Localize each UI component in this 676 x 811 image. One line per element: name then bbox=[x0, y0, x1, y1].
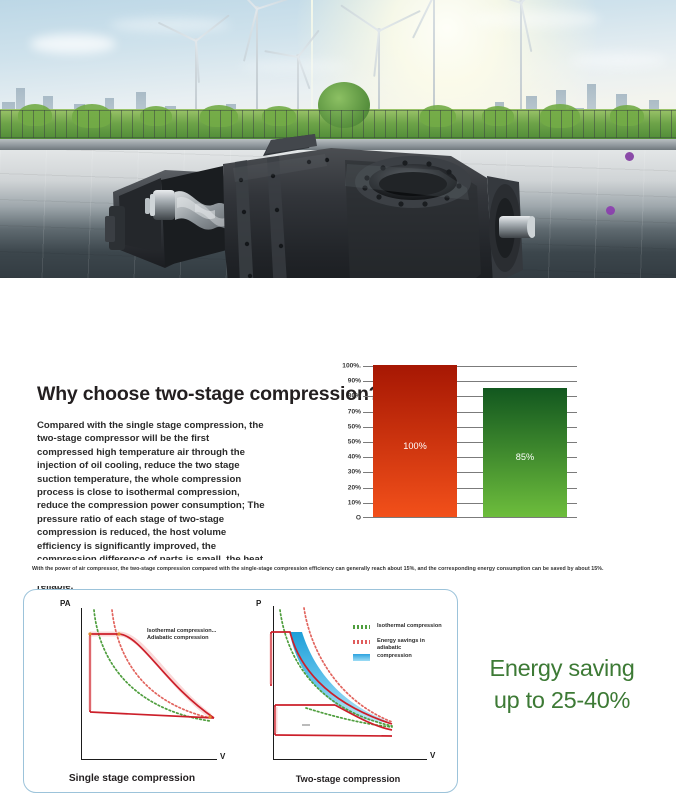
chart-y-tick-label: 10% bbox=[347, 499, 361, 507]
axis-label-pressure: P bbox=[256, 599, 262, 608]
legend-swatch-isothermal bbox=[353, 625, 370, 629]
wind-turbine-icon bbox=[264, 29, 322, 140]
caption-bar: With the power of air compressor, the tw… bbox=[0, 560, 676, 586]
legend-item-isothermal: Isothermal compression... bbox=[147, 628, 217, 634]
wind-turbine-icon bbox=[340, 4, 421, 140]
chart-bar: 100% bbox=[373, 365, 457, 517]
caption-text: With the power of air compressor, the tw… bbox=[32, 566, 604, 572]
chart-gridline bbox=[363, 487, 577, 489]
chart-gridline bbox=[363, 381, 577, 383]
energy-saving-line2: up to 25-40% bbox=[493, 687, 631, 713]
chart-gridline bbox=[363, 411, 577, 413]
chart-y-tick-label: 80% bbox=[347, 392, 361, 400]
cloud-icon bbox=[570, 52, 666, 68]
purple-dot bbox=[606, 206, 615, 215]
wind-turbine-icon bbox=[157, 14, 230, 140]
legend-item-adiabatic: Adiabatic compression bbox=[147, 635, 209, 642]
diagram-caption-single: Single stage compression bbox=[68, 773, 196, 784]
wind-turbine-icon bbox=[218, 0, 309, 140]
chart-y-tick-label: 90% bbox=[347, 377, 361, 385]
legend-single-stage: Isothermal compression... Adiabatic comp… bbox=[147, 628, 229, 643]
main-content: Why choose two-stage compression? Compar… bbox=[0, 278, 676, 592]
axis-label-volume: V bbox=[430, 751, 436, 760]
kerb bbox=[0, 139, 676, 150]
chart-gridline bbox=[363, 366, 577, 367]
sun-ray bbox=[310, 0, 313, 173]
chart-gridline bbox=[363, 442, 577, 443]
chart-y-tick-label: 50% bbox=[347, 438, 361, 446]
legend-swatch-energy-savings bbox=[353, 640, 370, 644]
legend-swatch-compression-area bbox=[353, 654, 370, 661]
purple-dot bbox=[625, 152, 634, 161]
chart-y-axis: 100%. 90% 80% 70% 50% 50% 40% 30% 20% 10% O bbox=[331, 362, 361, 522]
diagram-caption-two-stage: Two-stage compression bbox=[295, 774, 401, 784]
legend-item-isothermal: Isothermal compression bbox=[377, 623, 442, 629]
chart-y-tick-label: 100%. bbox=[342, 362, 361, 370]
cloud-icon bbox=[110, 18, 230, 32]
energy-saving-line1: Energy saving bbox=[489, 655, 635, 681]
efficiency-bar-chart: 100%. 90% 80% 70% 50% 50% 40% 30% 20% 10% O 100% 85… bbox=[331, 362, 577, 522]
chart-y-tick-label: 40% bbox=[347, 453, 361, 461]
chart-bar-value-label: 100% bbox=[403, 441, 427, 451]
cloud-icon bbox=[470, 10, 600, 28]
pv-diagram-panel: PA V Isothermal compression... Adiabatic… bbox=[23, 589, 458, 793]
chart-gridline bbox=[363, 426, 577, 428]
hero-banner bbox=[0, 0, 676, 278]
chart-gridline bbox=[363, 396, 577, 398]
energy-saving-headline: Energy saving up to 25-40% bbox=[462, 652, 662, 716]
legend-two-stage: Isothermal compression Energy savings in… bbox=[353, 623, 445, 665]
chart-y-tick-label: 20% bbox=[347, 484, 361, 492]
chart-y-tick-label: O bbox=[355, 514, 361, 522]
legend-item-energy-savings: Energy savings in adiabatic bbox=[377, 638, 425, 652]
chart-bar-value-label: 85% bbox=[515, 452, 535, 463]
chart-gridline bbox=[363, 502, 577, 504]
chart-gridline bbox=[363, 472, 577, 474]
chart-bar: 85% bbox=[483, 387, 567, 517]
chart-plot-area: 100% 85% bbox=[363, 365, 577, 518]
chart-y-tick-label: 30% bbox=[347, 468, 361, 476]
chart-y-tick-label: 50% bbox=[347, 423, 361, 431]
chart-y-tick-label: 70% bbox=[347, 408, 361, 416]
fence bbox=[0, 110, 676, 138]
product-image bbox=[105, 134, 535, 278]
cloud-icon bbox=[30, 34, 116, 54]
legend-item-compression: compression bbox=[377, 653, 412, 659]
cloud-icon bbox=[240, 60, 350, 72]
axis-label-volume: V bbox=[220, 752, 226, 761]
wind-turbine-icon bbox=[402, 0, 466, 140]
pv-diagram-single-stage: PA V Isothermal compression... Adiabatic… bbox=[24, 590, 240, 792]
chart-baseline bbox=[363, 517, 577, 518]
pv-diagram-two-stage: P V bbox=[240, 590, 456, 792]
page-title: Why choose two-stage compression? bbox=[37, 383, 381, 405]
wind-turbine-icon bbox=[473, 0, 558, 140]
axis-label-pressure: PA bbox=[60, 599, 71, 608]
chart-gridline bbox=[363, 457, 577, 459]
